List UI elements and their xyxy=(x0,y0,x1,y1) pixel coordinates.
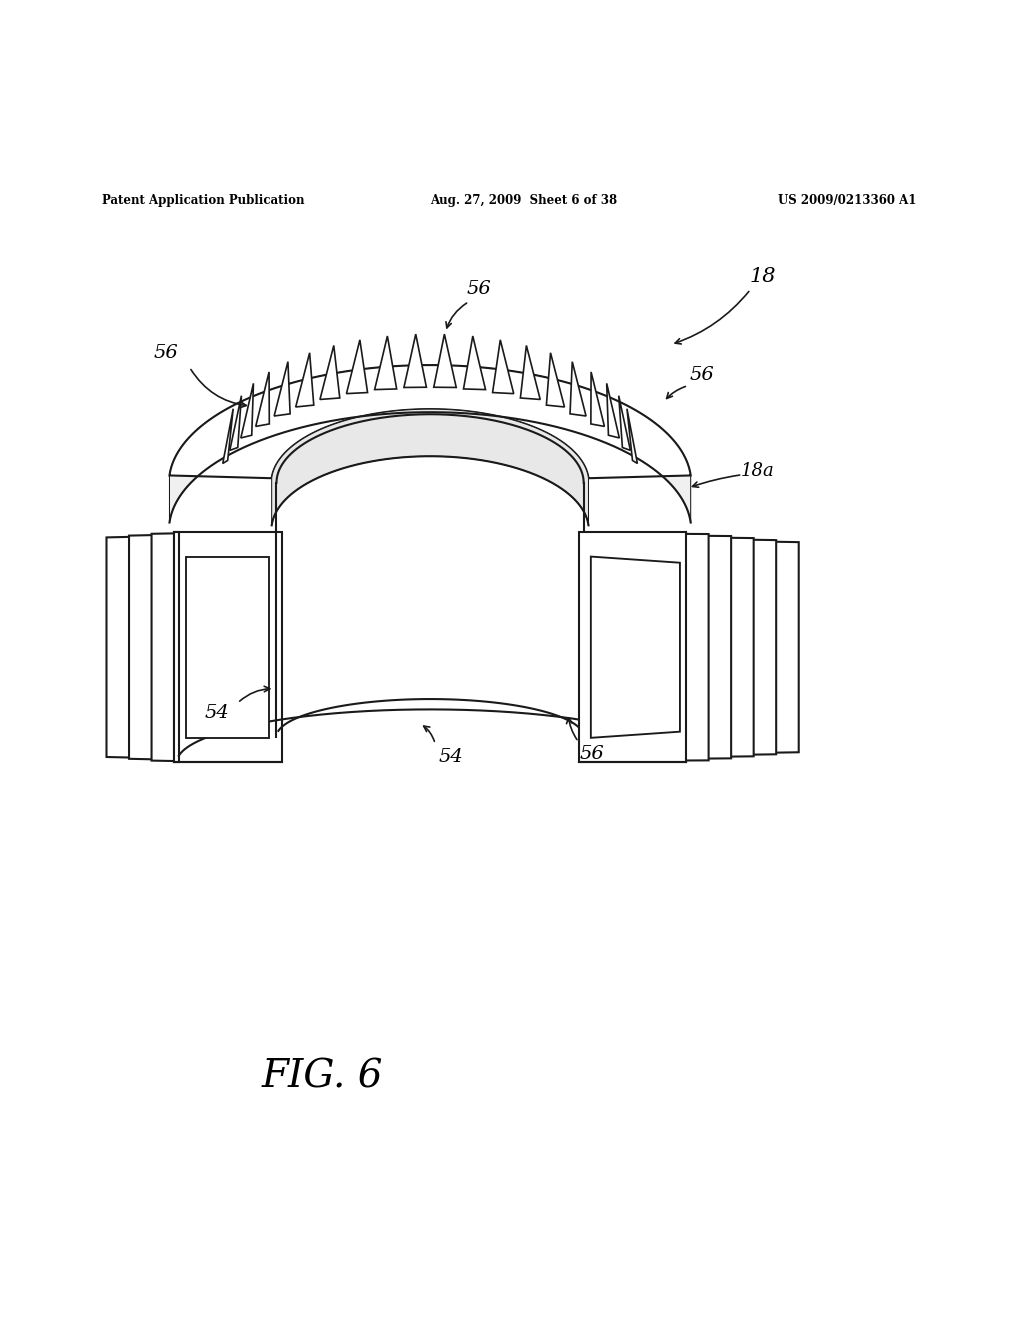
Polygon shape xyxy=(591,372,604,426)
Polygon shape xyxy=(319,346,340,400)
Polygon shape xyxy=(152,533,175,762)
Text: Aug. 27, 2009  Sheet 6 of 38: Aug. 27, 2009 Sheet 6 of 38 xyxy=(430,194,617,207)
Text: US 2009/0213360 A1: US 2009/0213360 A1 xyxy=(778,194,916,207)
Polygon shape xyxy=(592,537,776,756)
Text: 54: 54 xyxy=(438,748,463,767)
Polygon shape xyxy=(271,409,589,525)
Polygon shape xyxy=(375,337,396,389)
Text: 18: 18 xyxy=(750,267,776,285)
Polygon shape xyxy=(464,337,485,389)
Polygon shape xyxy=(296,352,313,407)
Polygon shape xyxy=(627,409,637,463)
Polygon shape xyxy=(223,409,233,463)
Polygon shape xyxy=(547,352,564,407)
Polygon shape xyxy=(606,383,620,438)
Polygon shape xyxy=(274,362,290,416)
Polygon shape xyxy=(106,536,166,759)
Text: 56: 56 xyxy=(689,367,714,384)
Polygon shape xyxy=(591,557,680,738)
Polygon shape xyxy=(586,535,731,760)
Text: 54: 54 xyxy=(205,705,229,722)
Polygon shape xyxy=(493,339,514,393)
Polygon shape xyxy=(346,339,368,393)
Polygon shape xyxy=(256,372,269,426)
Polygon shape xyxy=(570,362,586,416)
Text: FIG. 6: FIG. 6 xyxy=(262,1059,383,1096)
Polygon shape xyxy=(618,396,631,450)
Polygon shape xyxy=(186,557,269,738)
Text: 56: 56 xyxy=(580,746,604,763)
Text: Patent Application Publication: Patent Application Publication xyxy=(102,194,305,207)
Polygon shape xyxy=(520,346,541,400)
Polygon shape xyxy=(170,366,690,523)
Polygon shape xyxy=(241,383,254,438)
Polygon shape xyxy=(582,533,709,762)
Polygon shape xyxy=(170,366,690,478)
Text: 56: 56 xyxy=(154,343,178,362)
Polygon shape xyxy=(174,532,282,763)
Polygon shape xyxy=(174,532,179,763)
Polygon shape xyxy=(595,539,799,755)
Text: 18a: 18a xyxy=(741,462,774,479)
Polygon shape xyxy=(129,535,170,760)
Polygon shape xyxy=(229,396,242,450)
Polygon shape xyxy=(434,334,457,388)
Text: 56: 56 xyxy=(467,280,492,298)
Polygon shape xyxy=(403,334,426,388)
Polygon shape xyxy=(579,532,686,763)
Polygon shape xyxy=(589,536,754,759)
